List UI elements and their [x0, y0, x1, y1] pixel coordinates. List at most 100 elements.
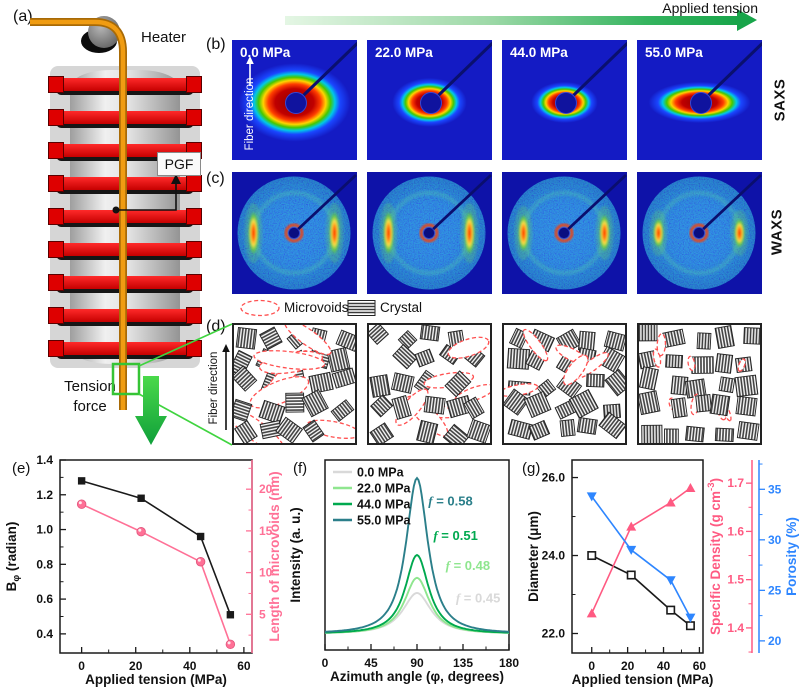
- applied-tension-label: Applied tension: [662, 0, 758, 16]
- rod-end-cap: [186, 274, 202, 291]
- rod-end-cap: [186, 241, 202, 258]
- panel-g-label: (g): [522, 460, 541, 477]
- beamstop-icon: [419, 92, 442, 115]
- tension-force-arrow-icon: [135, 376, 167, 445]
- waxs-rings: [232, 172, 357, 294]
- rod-end-cap: [48, 109, 64, 126]
- rod-end-cap: [48, 208, 64, 225]
- svg-text:26.0: 26.0: [542, 471, 566, 485]
- fiber-direction-arrow-icon: [246, 56, 254, 86]
- svg-text:0: 0: [588, 659, 595, 673]
- pgf-label: PGF: [157, 152, 201, 176]
- microstructure-drawing: [498, 327, 632, 441]
- rod-end-cap: [48, 142, 64, 159]
- saxs-pattern-22mpa: 22.0 MPa: [367, 40, 492, 160]
- svg-text:f = 0.58: f = 0.58: [428, 494, 472, 509]
- zoom-connector-top: [138, 323, 233, 367]
- rod-end-cap: [48, 76, 64, 93]
- rod-end-cap: [48, 175, 64, 192]
- svg-text:24.0: 24.0: [542, 549, 566, 563]
- svg-text:1.2: 1.2: [36, 488, 53, 502]
- heater-label: Heater: [141, 29, 187, 46]
- pressure-label: 55.0 MPa: [645, 45, 703, 60]
- rod-end-cap: [48, 274, 64, 291]
- chart-diameter-density-porosity: 0 20 40 60 22.0 24.0 26.0 1.4 1.5 1.6 1.7 20 25 30 35 A…: [526, 459, 799, 687]
- microstructure-0mpa: [226, 319, 361, 454]
- svg-text:1.7: 1.7: [727, 476, 744, 490]
- microstructure-drawing: [366, 322, 495, 451]
- saxs-pattern-44mpa: 44.0 MPa: [502, 40, 627, 160]
- svg-text:15: 15: [259, 524, 273, 538]
- svg-text:10: 10: [259, 566, 273, 580]
- saxs-pattern-0mpa: 0.0 MPa: [232, 40, 357, 160]
- waxs-rings: [367, 172, 492, 294]
- svg-text:20: 20: [129, 659, 143, 673]
- svg-text:22.0: 22.0: [542, 627, 566, 641]
- svg-text:60: 60: [693, 659, 707, 673]
- rod-end-cap: [48, 340, 64, 357]
- microstructure-22mpa: [366, 322, 495, 451]
- applied-tension-arrow: [285, 16, 737, 25]
- microstructure-55mpa: [636, 322, 767, 446]
- fiber-direction-arrow-icon: [222, 344, 230, 430]
- panel-e-label: (e): [12, 460, 31, 477]
- microstructure-44mpa: [498, 323, 632, 445]
- svg-text:1.0: 1.0: [36, 523, 53, 537]
- svg-text:Diameter (μm): Diameter (μm): [526, 511, 541, 602]
- svg-text:0.8: 0.8: [36, 557, 53, 571]
- pressure-label: 22.0 MPa: [375, 45, 433, 60]
- beamstop-icon: [554, 92, 577, 115]
- rod-end-cap: [186, 76, 202, 93]
- svg-text:35: 35: [768, 482, 782, 496]
- svg-text:44.0 MPa: 44.0 MPa: [357, 498, 412, 512]
- microvoid-swatch-icon: [240, 299, 280, 317]
- saxs-pattern-55mpa: 55.0 MPa: [637, 40, 762, 160]
- waxs-pattern-55mpa: [637, 172, 762, 294]
- rod-end-cap: [48, 241, 64, 258]
- svg-text:1.4: 1.4: [36, 453, 53, 467]
- svg-text:180: 180: [499, 656, 519, 670]
- panel-d-label: (d): [206, 318, 226, 335]
- svg-text:Specific Density (g cm-3): Specific Density (g cm-3): [706, 478, 723, 635]
- waxs-pattern-22mpa: [367, 172, 492, 294]
- pressure-label: 44.0 MPa: [510, 45, 568, 60]
- legend-swatches: [240, 299, 376, 317]
- chart-microvoid-width: 0 20 40 600.40.60.81.01.21.45101520Applied …: [4, 453, 282, 687]
- fiber-direction-label-saxs: Fiber direction: [244, 77, 256, 151]
- beamstop-icon: [689, 92, 712, 115]
- saxs-row-label: SAXS: [771, 78, 789, 122]
- pressure-label: 0.0 MPa: [240, 45, 291, 60]
- svg-text:20: 20: [768, 634, 782, 648]
- tension-force-label: Tension force: [64, 378, 116, 415]
- svg-text:22.0 MPa: 22.0 MPa: [357, 482, 412, 496]
- svg-text:f = 0.48: f = 0.48: [446, 558, 490, 573]
- svg-text:25: 25: [768, 583, 782, 597]
- svg-text:0.4: 0.4: [36, 627, 53, 641]
- panel-c-label: (c): [206, 170, 225, 187]
- waxs-pattern-44mpa: [502, 172, 627, 294]
- svg-text:0.0 MPa: 0.0 MPa: [357, 466, 405, 480]
- svg-text:20: 20: [621, 659, 635, 673]
- waxs-pattern-0mpa: [232, 172, 357, 294]
- svg-text:60: 60: [237, 659, 251, 673]
- beamstop-icon: [284, 92, 307, 115]
- svg-text:Applied tension (MPa): Applied tension (MPa): [85, 672, 227, 687]
- legend-crystal-label: Crystal: [380, 300, 423, 315]
- svg-text:1.4: 1.4: [727, 621, 744, 635]
- rod-end-cap: [186, 208, 202, 225]
- waxs-rings: [637, 172, 762, 294]
- svg-text:Applied tension (MPa): Applied tension (MPa): [572, 672, 714, 687]
- applied-tension-arrowhead-icon: [737, 9, 757, 31]
- svg-text:Bφ (radian): Bφ (radian): [4, 522, 22, 592]
- svg-text:20: 20: [259, 482, 273, 496]
- rod-end-cap: [48, 307, 64, 324]
- svg-text:0: 0: [322, 656, 329, 670]
- svg-text:0: 0: [78, 659, 85, 673]
- crystal-swatch-icon: [347, 300, 376, 316]
- svg-text:5: 5: [259, 607, 266, 621]
- svg-text:Length of microvoids (nm): Length of microvoids (nm): [267, 471, 282, 641]
- svg-text:45: 45: [364, 656, 378, 670]
- svg-text:55.0 MPa: 55.0 MPa: [357, 514, 412, 528]
